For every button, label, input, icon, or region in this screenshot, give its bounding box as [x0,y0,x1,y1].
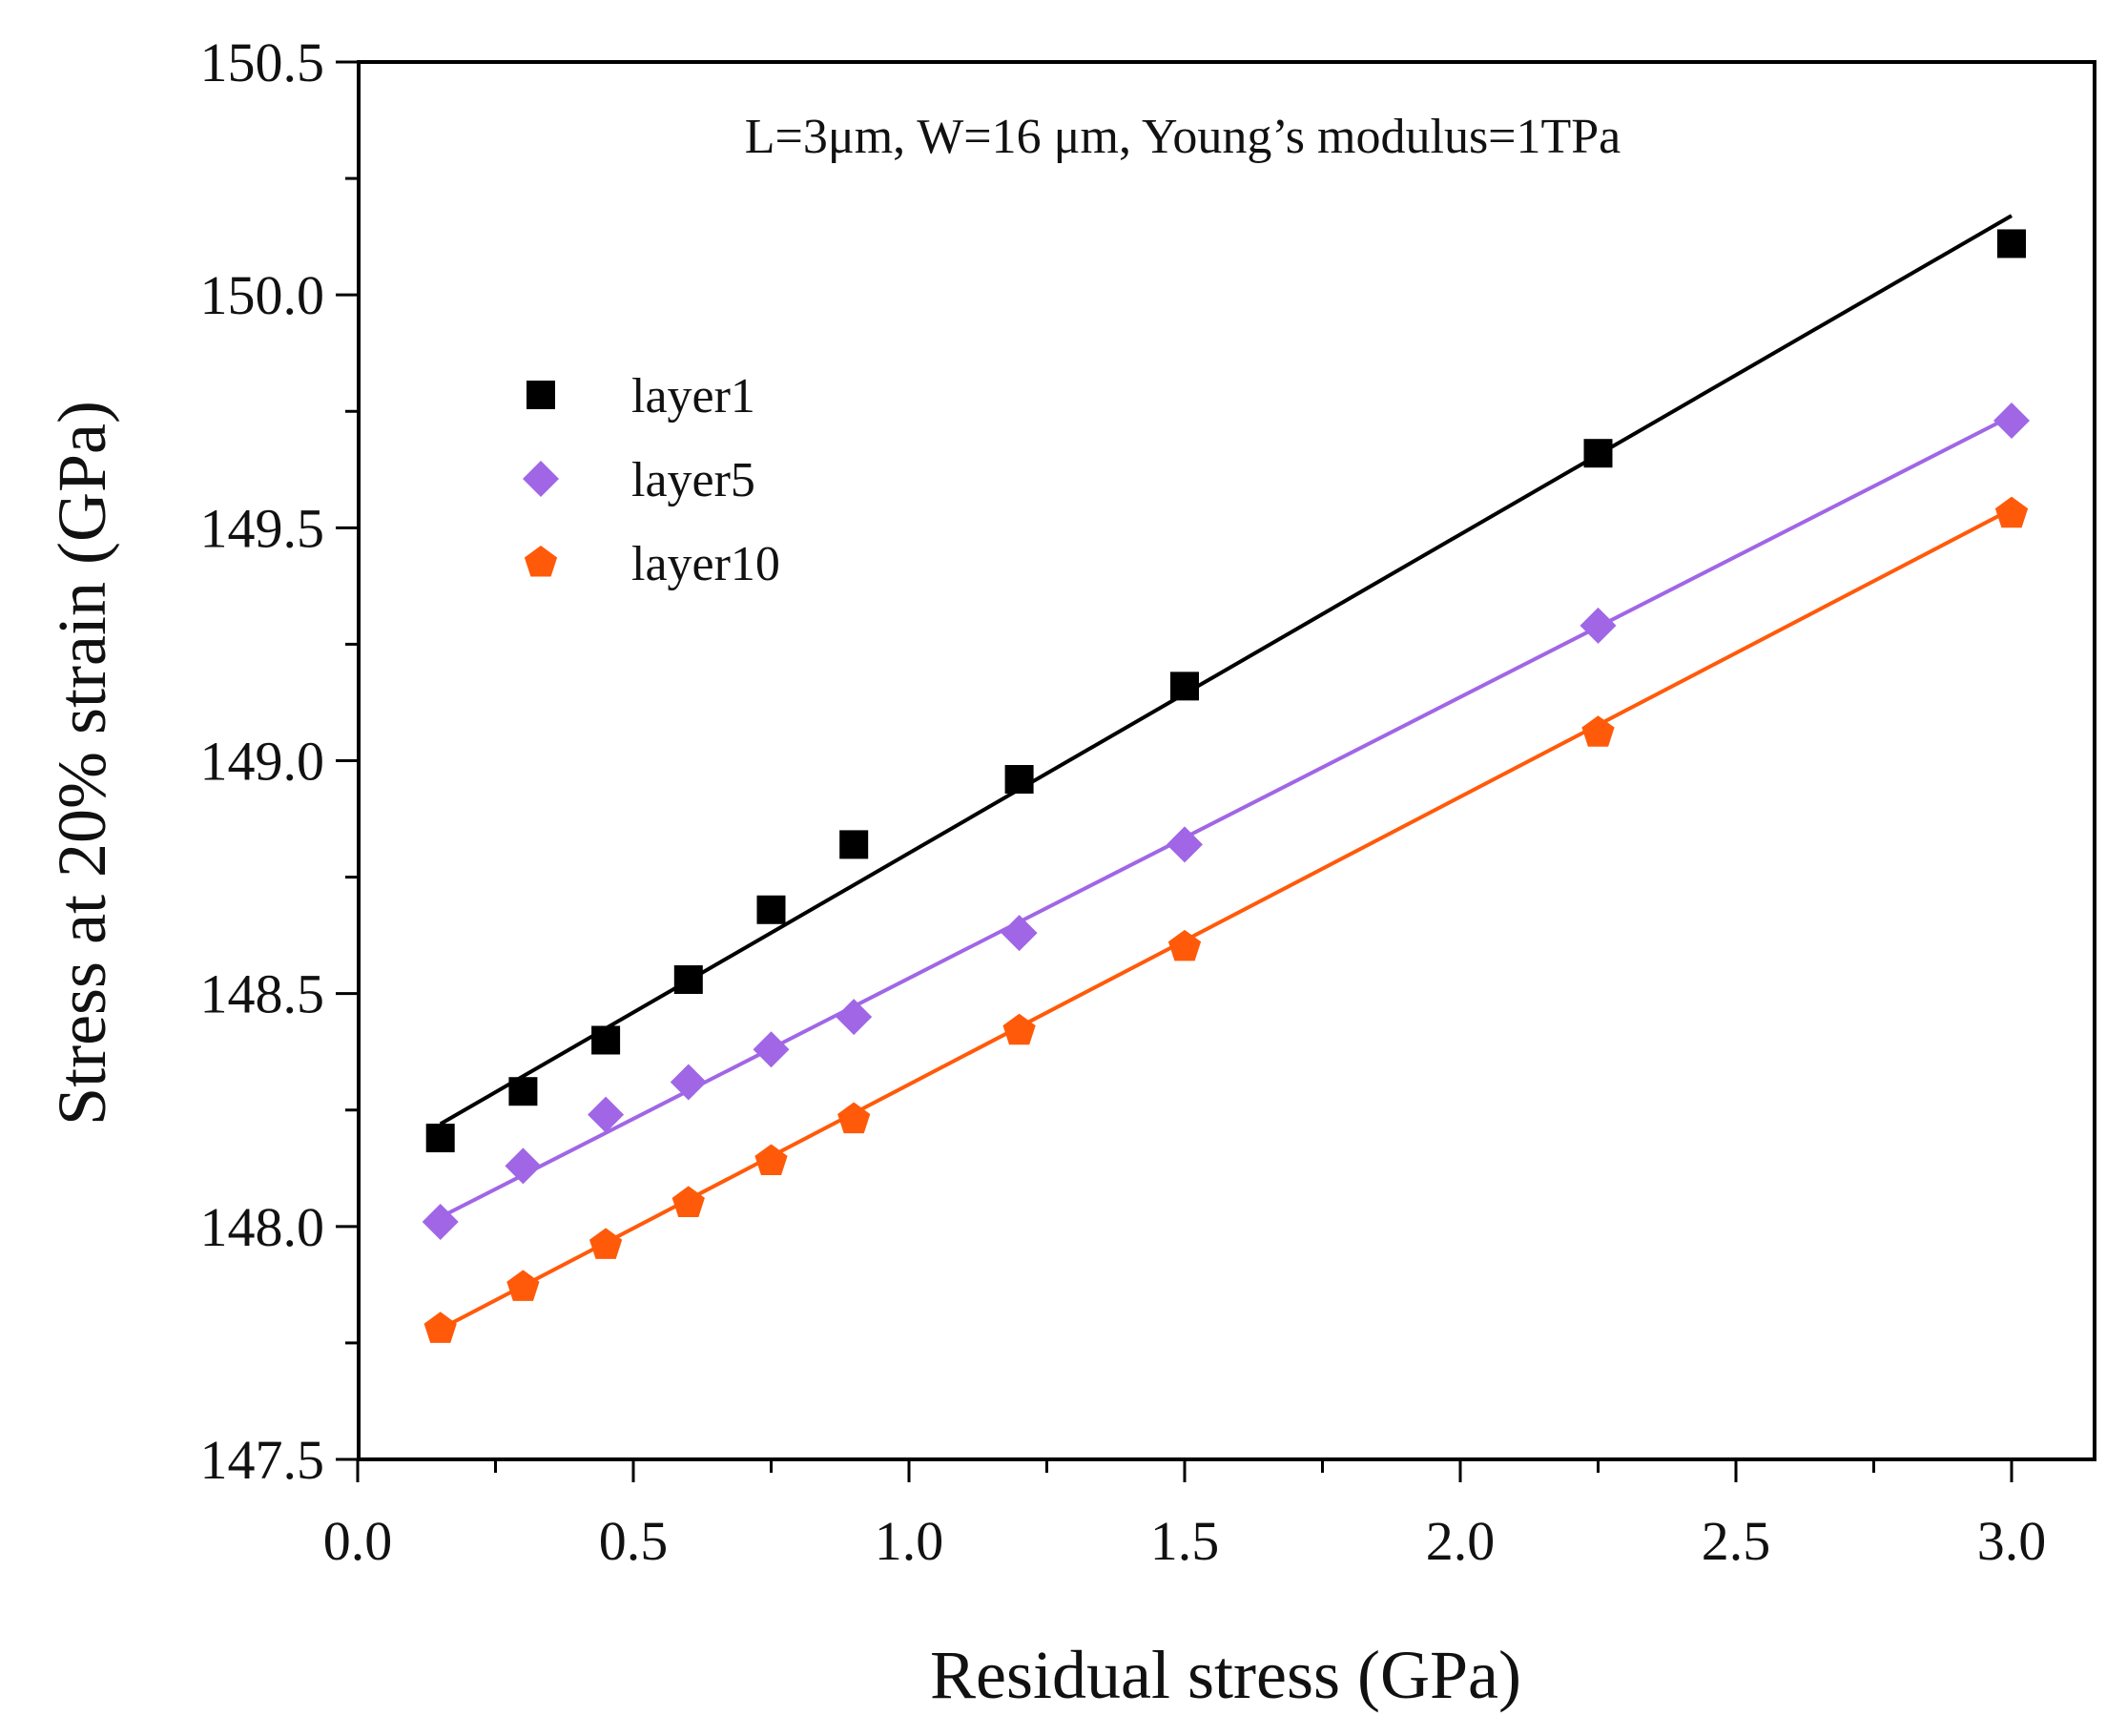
y-tick-label: 148.0 [200,1196,325,1258]
layer10-point [754,1144,788,1176]
layer1-point [591,1025,621,1055]
y-tick-label: 149.0 [200,731,325,793]
layer1-point [1583,439,1613,468]
plot-frame [357,60,2096,1461]
layer5-point [836,999,873,1036]
legend-label-layer10: layer10 [631,537,780,591]
layer10-point [1994,496,2029,528]
legend-marker-layer10 [524,546,558,577]
layer10-point [1002,1013,1036,1045]
layer10-point [423,1312,457,1343]
layer1-point [425,1124,455,1153]
layer5-point [505,1147,542,1185]
x-tick-label: 3.0 [1977,1510,2047,1572]
x-tick-label: 2.5 [1702,1510,1771,1572]
y-tick-label: 150.0 [200,264,325,326]
layer5-point [753,1031,790,1068]
x-axis-label: Residual stress (GPa) [930,1637,1521,1713]
layer10-point [837,1102,871,1134]
layer10-point [671,1186,705,1217]
layer1-point [1004,765,1034,795]
layer1-point [1170,672,1199,701]
layer5-point [1993,403,2030,440]
layer10-point [1581,715,1615,747]
layer10-point [589,1228,623,1259]
y-tick-label: 149.5 [200,497,325,559]
x-tick-label: 0.5 [599,1510,669,1572]
x-tick-label: 1.5 [1150,1510,1220,1572]
layer1-point [508,1077,538,1106]
layer5-point [1001,915,1038,952]
y-tick-label: 147.5 [200,1429,325,1491]
legend-label-layer5: layer5 [631,453,755,507]
layer5-point [1167,826,1203,863]
y-tick-label: 148.5 [200,963,325,1025]
legend-marker-layer1 [527,381,555,409]
legend: layer1 layer5 layer10 [523,369,780,591]
x-tick-label: 1.0 [875,1510,944,1572]
layer5-point [670,1064,707,1101]
layer1-point [756,895,786,924]
legend-marker-layer5 [523,461,559,497]
layer1-point [673,965,703,995]
y-axis-label: Stress at 20% strain (GPa) [44,401,120,1126]
layer1-point [1997,229,2026,258]
layer10-fit-line [439,507,2013,1332]
annotation: L=3μm, W=16 μm, Young’s modulus=1TPa [745,110,1621,164]
y-tick-label: 150.5 [200,31,325,93]
layer5-point [588,1096,625,1133]
layer10-point [1167,929,1202,961]
layer10-point [506,1270,540,1301]
layer1-point [839,830,869,859]
layer5-point [422,1203,459,1240]
x-tick-label: 0.0 [323,1510,393,1572]
legend-label-layer1: layer1 [631,369,755,424]
x-tick-label: 2.0 [1426,1510,1496,1572]
layer5-point [1580,607,1617,644]
